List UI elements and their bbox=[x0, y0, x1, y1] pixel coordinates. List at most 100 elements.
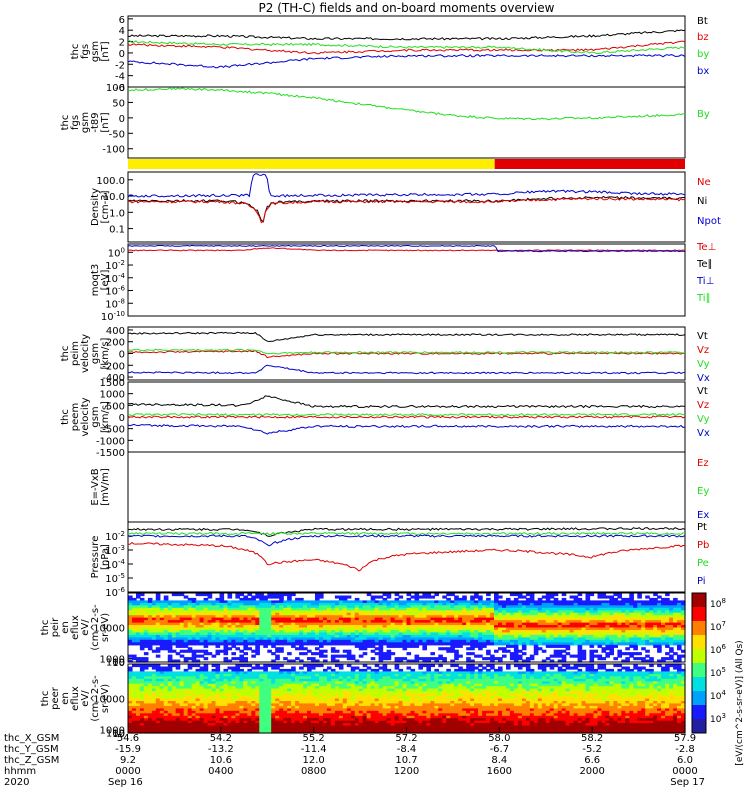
heatmap-cell bbox=[199, 701, 205, 705]
heatmap-cell bbox=[287, 703, 292, 707]
heatmap-cell bbox=[625, 615, 630, 619]
heatmap-cell bbox=[633, 647, 638, 651]
heatmap-cell bbox=[569, 634, 575, 638]
heatmap-cell bbox=[378, 671, 384, 675]
heatmap-cell bbox=[299, 715, 304, 719]
heatmap-cell bbox=[482, 620, 487, 624]
heatmap-cell bbox=[513, 644, 519, 648]
heatmap-cell bbox=[326, 715, 332, 719]
heatmap-cell bbox=[307, 657, 312, 661]
heatmap-cell bbox=[458, 597, 463, 601]
heatmap-cell bbox=[681, 625, 686, 629]
heatmap-cell bbox=[315, 642, 320, 646]
heatmap-cell bbox=[593, 654, 599, 658]
heatmap-cell bbox=[311, 659, 316, 663]
heatmap-cell bbox=[136, 620, 141, 624]
heatmap-cell bbox=[633, 652, 638, 656]
heatmap-cell bbox=[330, 710, 336, 714]
heatmap-cell bbox=[494, 615, 499, 619]
heatmap-cell bbox=[330, 657, 336, 661]
heatmap-cell bbox=[581, 612, 587, 616]
heatmap-cell bbox=[326, 688, 332, 692]
heatmap-cell bbox=[167, 713, 173, 717]
heatmap-cell bbox=[215, 612, 221, 616]
heatmap-cell bbox=[342, 698, 348, 702]
heatmap-cell bbox=[143, 622, 149, 626]
heatmap-cell bbox=[299, 725, 304, 729]
heatmap-cell bbox=[569, 625, 575, 629]
heatmap-cell bbox=[139, 605, 145, 609]
heatmap-cell bbox=[450, 627, 455, 631]
heatmap-cell bbox=[247, 708, 252, 712]
heatmap-cell bbox=[235, 678, 240, 682]
heatmap-cell bbox=[342, 705, 348, 709]
heatmap-cell bbox=[319, 673, 324, 677]
heatmap-cell bbox=[243, 630, 248, 634]
heatmap-cell bbox=[502, 607, 507, 611]
heatmap-cell bbox=[251, 605, 256, 609]
heatmap-cell bbox=[299, 708, 304, 712]
heatmap-cell bbox=[171, 705, 177, 709]
heatmap-cell bbox=[677, 647, 682, 651]
heatmap-cell bbox=[533, 615, 539, 619]
heatmap-cell bbox=[143, 657, 149, 661]
heatmap-cell bbox=[227, 666, 233, 670]
heatmap-cell bbox=[199, 671, 205, 675]
heatmap-cell bbox=[243, 703, 248, 707]
heatmap-cell bbox=[219, 691, 225, 695]
heatmap-cell bbox=[231, 693, 236, 697]
heatmap-cell bbox=[303, 642, 308, 646]
heatmap-cell bbox=[649, 612, 654, 616]
heatmap-cell bbox=[183, 649, 189, 653]
heatmap-cell bbox=[498, 647, 503, 651]
heatmap-cell bbox=[533, 634, 539, 638]
heatmap-cell bbox=[136, 673, 141, 677]
heatmap-cell bbox=[275, 647, 280, 651]
heatmap-cell bbox=[434, 632, 439, 636]
heatmap-cell bbox=[255, 639, 260, 643]
heatmap-cell bbox=[553, 600, 559, 604]
heatmap-cell bbox=[243, 647, 248, 651]
heatmap-cell bbox=[283, 713, 288, 717]
heatmap-cell bbox=[227, 701, 233, 705]
heatmap-cell bbox=[458, 654, 463, 658]
heatmap-cell bbox=[207, 710, 213, 714]
heatmap-cell bbox=[291, 710, 296, 714]
heatmap-cell bbox=[398, 639, 404, 643]
heatmap-cell bbox=[239, 622, 244, 626]
heatmap-cell bbox=[605, 622, 610, 626]
heatmap-cell bbox=[199, 642, 205, 646]
heatmap-cell bbox=[398, 617, 404, 621]
heatmap-cell bbox=[203, 652, 209, 656]
heatmap-cell bbox=[211, 668, 217, 672]
heatmap-cell bbox=[597, 595, 603, 599]
heatmap-cell bbox=[593, 637, 599, 641]
heatmap-cell bbox=[171, 632, 177, 636]
heatmap-cell bbox=[259, 600, 264, 604]
y-axis-label-line: [eV] bbox=[100, 270, 111, 291]
heatmap-cell bbox=[629, 625, 634, 629]
heatmap-cell bbox=[215, 686, 221, 690]
heatmap-cell bbox=[311, 639, 316, 643]
heatmap-cell bbox=[291, 691, 296, 695]
heatmap-cell bbox=[462, 597, 467, 601]
heatmap-cell bbox=[649, 634, 654, 638]
heatmap-cell bbox=[299, 718, 304, 722]
heatmap-cell bbox=[350, 715, 356, 719]
heatmap-cell bbox=[525, 607, 531, 611]
heatmap-cell bbox=[275, 708, 280, 712]
heatmap-cell bbox=[267, 705, 272, 709]
heatmap-cell bbox=[573, 639, 579, 643]
y-tick-label: 200 bbox=[106, 338, 125, 349]
heatmap-cell bbox=[203, 657, 209, 661]
y-tick-label: -6 bbox=[115, 83, 125, 94]
heatmap-cell bbox=[617, 622, 622, 626]
heatmap-cell bbox=[454, 639, 459, 643]
heatmap-cell bbox=[338, 730, 344, 734]
heatmap-cell bbox=[271, 602, 276, 606]
heatmap-cell bbox=[358, 630, 364, 634]
heatmap-cell bbox=[155, 664, 161, 668]
heatmap-cell bbox=[462, 605, 467, 609]
heatmap-cell bbox=[159, 610, 165, 614]
heatmap-cell bbox=[597, 600, 603, 604]
